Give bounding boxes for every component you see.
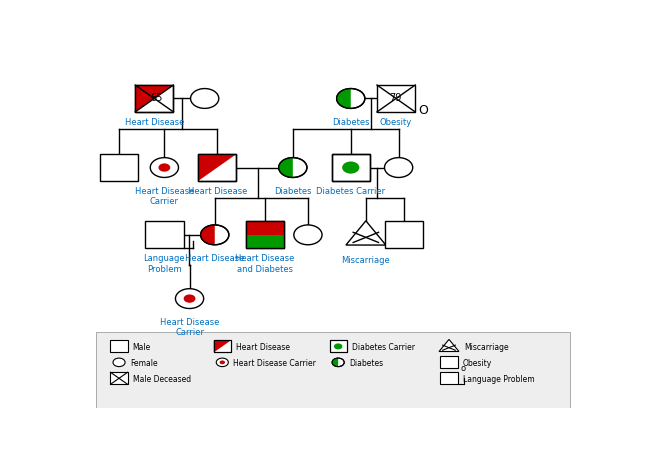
Wedge shape [332,358,338,367]
Bar [246,222,284,249]
Bar [441,372,458,385]
Polygon shape [346,221,386,246]
Text: Heart Disease Carrier: Heart Disease Carrier [233,358,317,367]
Bar [246,222,284,249]
Text: Male Deceased: Male Deceased [133,374,190,383]
Bar [332,155,370,182]
Bar [330,341,346,353]
Bar [145,222,183,249]
Text: Female: Female [130,358,158,367]
Text: Heart Disease
and Diabetes: Heart Disease and Diabetes [235,254,295,273]
Text: Heart Disease: Heart Disease [188,186,247,196]
Wedge shape [201,225,214,245]
Circle shape [113,358,125,367]
Text: O: O [419,103,428,116]
Circle shape [385,158,413,178]
Circle shape [190,90,219,109]
Text: Heart Disease
Carrier: Heart Disease Carrier [160,317,219,337]
Text: o: o [461,363,465,372]
Polygon shape [439,340,459,352]
Wedge shape [279,158,293,178]
Circle shape [342,162,359,174]
Bar [198,155,237,182]
Text: Diabetes: Diabetes [274,186,311,196]
Bar [330,341,346,353]
Bar [441,357,458,369]
Text: Language Problem: Language Problem [463,374,534,383]
Text: Miscarriage: Miscarriage [464,342,508,351]
Text: Diabetes Carrier: Diabetes Carrier [352,342,415,351]
Circle shape [216,358,228,367]
Circle shape [184,295,196,303]
Text: Heart Disease
Carrier: Heart Disease Carrier [135,186,194,206]
Circle shape [201,225,229,245]
Bar [332,155,370,182]
Bar [377,86,415,113]
Circle shape [150,158,179,178]
Circle shape [279,158,307,178]
Bar [246,222,284,235]
Circle shape [334,344,343,350]
Circle shape [337,90,365,109]
Bar [111,341,127,353]
Polygon shape [214,341,231,353]
Circle shape [176,289,203,309]
Bar [214,341,231,353]
Text: Diabetes: Diabetes [349,358,384,367]
Text: Heart Disease: Heart Disease [185,254,244,263]
Circle shape [332,358,345,367]
Bar [100,155,138,182]
Text: 65: 65 [151,93,163,102]
Bar [96,332,570,409]
Text: Diabetes Carrier: Diabetes Carrier [316,186,385,196]
Text: Heart Disease: Heart Disease [125,118,184,127]
Bar [135,86,174,113]
Polygon shape [198,155,237,182]
Bar [198,155,237,182]
Bar [111,372,127,385]
Bar [385,222,422,249]
Circle shape [159,164,170,172]
Text: 79: 79 [389,93,401,103]
Circle shape [294,225,322,245]
Bar [214,341,231,353]
Text: Obesity: Obesity [463,358,492,367]
Text: Male: Male [133,342,151,351]
Circle shape [220,361,225,364]
Text: Heart Disease: Heart Disease [236,342,290,351]
Text: Miscarriage: Miscarriage [341,256,390,265]
Polygon shape [135,86,174,113]
Bar [135,86,174,113]
Text: Obesity: Obesity [380,118,412,127]
Bar [246,235,284,249]
Wedge shape [337,90,351,109]
Text: Diabetes: Diabetes [332,118,369,127]
Text: Language
Problem: Language Problem [144,254,185,273]
